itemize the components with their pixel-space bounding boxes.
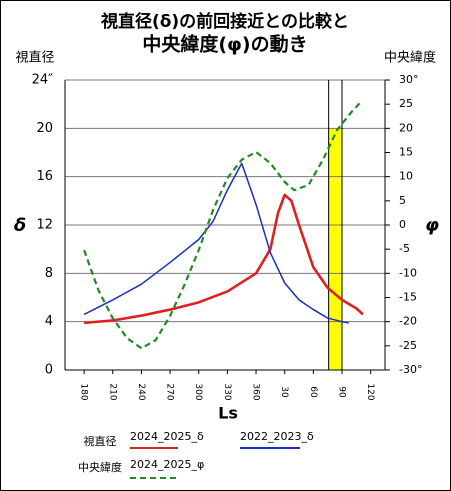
- x-tick-label: 30: [279, 386, 289, 398]
- y-tick-label: 12: [36, 218, 53, 233]
- y2-tick-label: -10: [399, 266, 417, 279]
- y2-tick-label: -25: [399, 339, 417, 352]
- y2-tick-label: -20: [399, 315, 417, 328]
- x-tick-label: 90: [337, 386, 347, 398]
- x-tick-label: 120: [365, 383, 375, 400]
- legend-group-label: 中央緯度: [78, 460, 122, 474]
- chart-title: 中央緯度(φ)の動き: [142, 33, 307, 56]
- series-line: [83, 193, 364, 325]
- chart-title: 視直径(δ)の前回接近との比較と: [100, 11, 349, 32]
- x-axis-label: Ls: [218, 404, 238, 423]
- x-tick-label: 60: [308, 386, 318, 398]
- y-tick-label: 4: [45, 314, 53, 329]
- legend-label: 2022_2023_δ: [240, 430, 314, 443]
- y2-axis-symbol: φ: [425, 215, 439, 236]
- y2-tick-label: 30°: [399, 73, 419, 86]
- y-tick-label: 20: [36, 121, 53, 136]
- series-line: [83, 100, 362, 350]
- highlight-band: [328, 128, 343, 370]
- x-tick-label: 240: [136, 383, 146, 400]
- y2-tick-label: 25: [399, 97, 413, 110]
- y2-tick-label: -15: [399, 291, 417, 304]
- y2-axis-label: 中央緯度: [384, 50, 436, 66]
- y-tick-label: 24″: [32, 73, 54, 88]
- y-tick-label: 0: [45, 363, 53, 378]
- x-tick-label: 270: [165, 383, 175, 400]
- legend-group-label: 視直径: [84, 434, 117, 448]
- y-tick-label: 8: [45, 266, 53, 281]
- y2-tick-label: 0: [399, 218, 406, 231]
- x-tick-label: 330: [222, 383, 232, 400]
- x-tick-label: 300: [193, 383, 203, 400]
- y2-tick-label: 10: [399, 170, 413, 183]
- y2-tick-label: -5: [399, 242, 410, 255]
- legend-label: 2024_2025_φ: [130, 458, 204, 471]
- y2-tick-label: 5: [399, 194, 406, 207]
- y2-tick-label: 15: [399, 146, 413, 159]
- legend-label: 2024_2025_δ: [130, 430, 204, 443]
- y-axis-symbol: δ: [14, 215, 26, 236]
- series-line: [83, 162, 349, 324]
- y2-tick-label: -30°: [399, 363, 422, 376]
- x-tick-label: 210: [107, 383, 117, 400]
- x-tick-label: 180: [79, 383, 89, 400]
- y2-tick-label: 20: [399, 121, 413, 134]
- x-tick-label: 360: [251, 383, 261, 400]
- y-tick-label: 16: [36, 169, 53, 184]
- y-axis-label: 視直径: [15, 51, 54, 66]
